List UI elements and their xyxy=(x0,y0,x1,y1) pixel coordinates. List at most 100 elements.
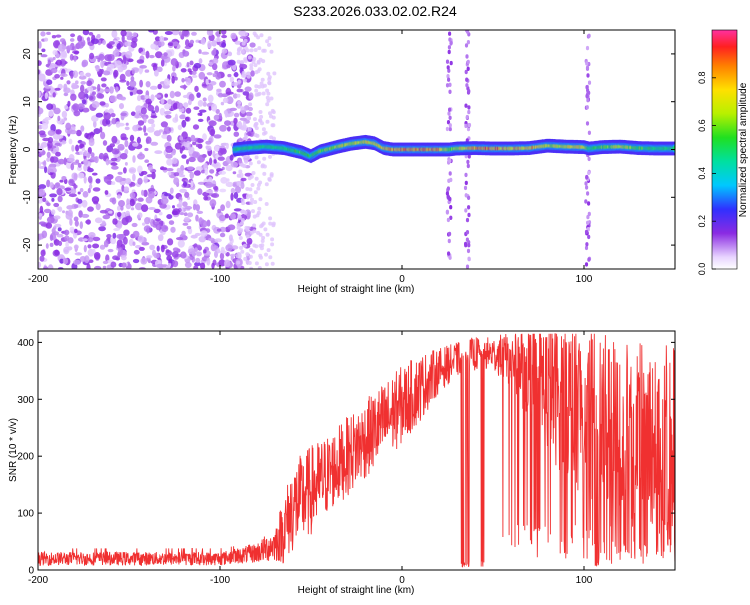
streak-dot xyxy=(449,215,453,220)
noise-speckle xyxy=(55,34,62,38)
noise-speckle xyxy=(120,133,127,140)
noise-speckle xyxy=(38,130,46,136)
noise-speckle xyxy=(49,193,58,198)
noise-speckle xyxy=(239,78,244,86)
noise-speckle xyxy=(86,86,94,92)
noise-speckle xyxy=(169,90,175,99)
noise-speckle xyxy=(248,254,253,259)
streak-dot xyxy=(587,33,591,38)
y-tick-label: -10 xyxy=(22,190,33,205)
noise-speckle xyxy=(102,214,111,220)
noise-speckle xyxy=(153,208,161,214)
streak-dot xyxy=(447,238,451,244)
noise-speckle xyxy=(45,222,53,229)
noise-speckle xyxy=(74,252,83,256)
noise-speckle xyxy=(259,255,263,260)
noise-speckle xyxy=(257,266,262,269)
streak-dot xyxy=(465,230,470,235)
noise-speckle xyxy=(206,72,213,76)
noise-speckle xyxy=(64,235,70,242)
noise-speckle xyxy=(208,120,217,127)
noise-speckle xyxy=(236,88,243,93)
noise-speckle xyxy=(197,138,202,143)
noise-speckle xyxy=(49,234,54,241)
noise-speckle xyxy=(178,200,183,206)
noise-speckle xyxy=(39,205,44,214)
noise-speckle xyxy=(247,106,253,112)
noise-speckle xyxy=(145,50,150,59)
y-tick-label: 20 xyxy=(22,48,33,60)
noise-speckle xyxy=(254,244,259,249)
noise-speckle xyxy=(46,151,51,158)
noise-speckle xyxy=(73,51,79,55)
noise-speckle xyxy=(181,78,185,83)
noise-speckle xyxy=(155,218,161,222)
noise-speckle xyxy=(59,179,64,183)
noise-speckle xyxy=(205,189,214,194)
noise-speckle xyxy=(177,124,183,131)
noise-speckle xyxy=(99,126,103,133)
noise-speckle xyxy=(264,202,269,206)
noise-speckle xyxy=(177,102,184,110)
colorbar: 0.0 0.2 0.4 0.6 0.8 Normalized spectral ampl… xyxy=(697,29,749,275)
noise-speckle xyxy=(59,138,63,142)
noise-speckle xyxy=(166,50,173,58)
noise-speckle xyxy=(43,37,49,42)
noise-speckle xyxy=(141,189,145,196)
streak-dot xyxy=(586,191,590,196)
streak-dot xyxy=(464,69,468,75)
noise-speckle xyxy=(256,230,261,235)
noise-speckle xyxy=(163,78,171,86)
noise-speckle xyxy=(265,232,270,237)
noise-speckle xyxy=(38,41,42,49)
noise-speckle xyxy=(149,85,158,90)
noise-speckle xyxy=(152,63,158,72)
noise-speckle xyxy=(180,164,185,172)
noise-speckle xyxy=(155,51,163,59)
noise-speckle xyxy=(225,142,229,150)
noise-speckle xyxy=(225,165,233,172)
noise-speckle xyxy=(141,170,148,175)
noise-speckle xyxy=(233,131,240,137)
noise-speckle xyxy=(128,33,132,38)
noise-speckle xyxy=(234,40,242,45)
noise-speckle xyxy=(182,222,189,226)
streak-dot xyxy=(467,212,471,218)
noise-speckle xyxy=(255,213,260,218)
noise-speckle xyxy=(269,49,274,54)
noise-speckle xyxy=(233,112,240,118)
noise-speckle xyxy=(125,51,133,59)
noise-speckle xyxy=(260,121,264,126)
noise-speckle xyxy=(215,37,222,42)
noise-speckle xyxy=(132,230,140,238)
snr-y-label: SNR (10 * v/v) xyxy=(8,418,19,482)
noise-speckle xyxy=(52,231,60,236)
noise-speckle xyxy=(195,214,199,222)
x-tick-label: 100 xyxy=(576,575,593,586)
noise-speckle xyxy=(150,115,158,119)
noise-speckle xyxy=(236,59,241,64)
noise-speckle xyxy=(256,160,261,165)
noise-speckle xyxy=(124,162,128,166)
streak-dot xyxy=(584,181,588,186)
noise-speckle xyxy=(197,118,204,122)
spectrogram-y-label: Frequency (Hz) xyxy=(8,116,19,185)
noise-speckle xyxy=(246,115,251,120)
noise-speckle xyxy=(231,82,239,87)
noise-speckle xyxy=(102,70,111,76)
noise-speckle xyxy=(132,155,136,163)
noise-speckle xyxy=(77,191,81,195)
noise-speckle xyxy=(67,209,73,217)
noise-speckle xyxy=(224,120,231,126)
streak-dot xyxy=(447,111,451,116)
noise-speckle xyxy=(102,260,109,265)
noise-speckle xyxy=(218,170,227,175)
noise-speckle xyxy=(270,108,275,113)
noise-speckle xyxy=(95,65,100,72)
noise-speckle xyxy=(144,147,149,152)
noise-speckle xyxy=(124,140,129,148)
noise-speckle xyxy=(188,156,196,163)
noise-speckle xyxy=(183,102,189,108)
